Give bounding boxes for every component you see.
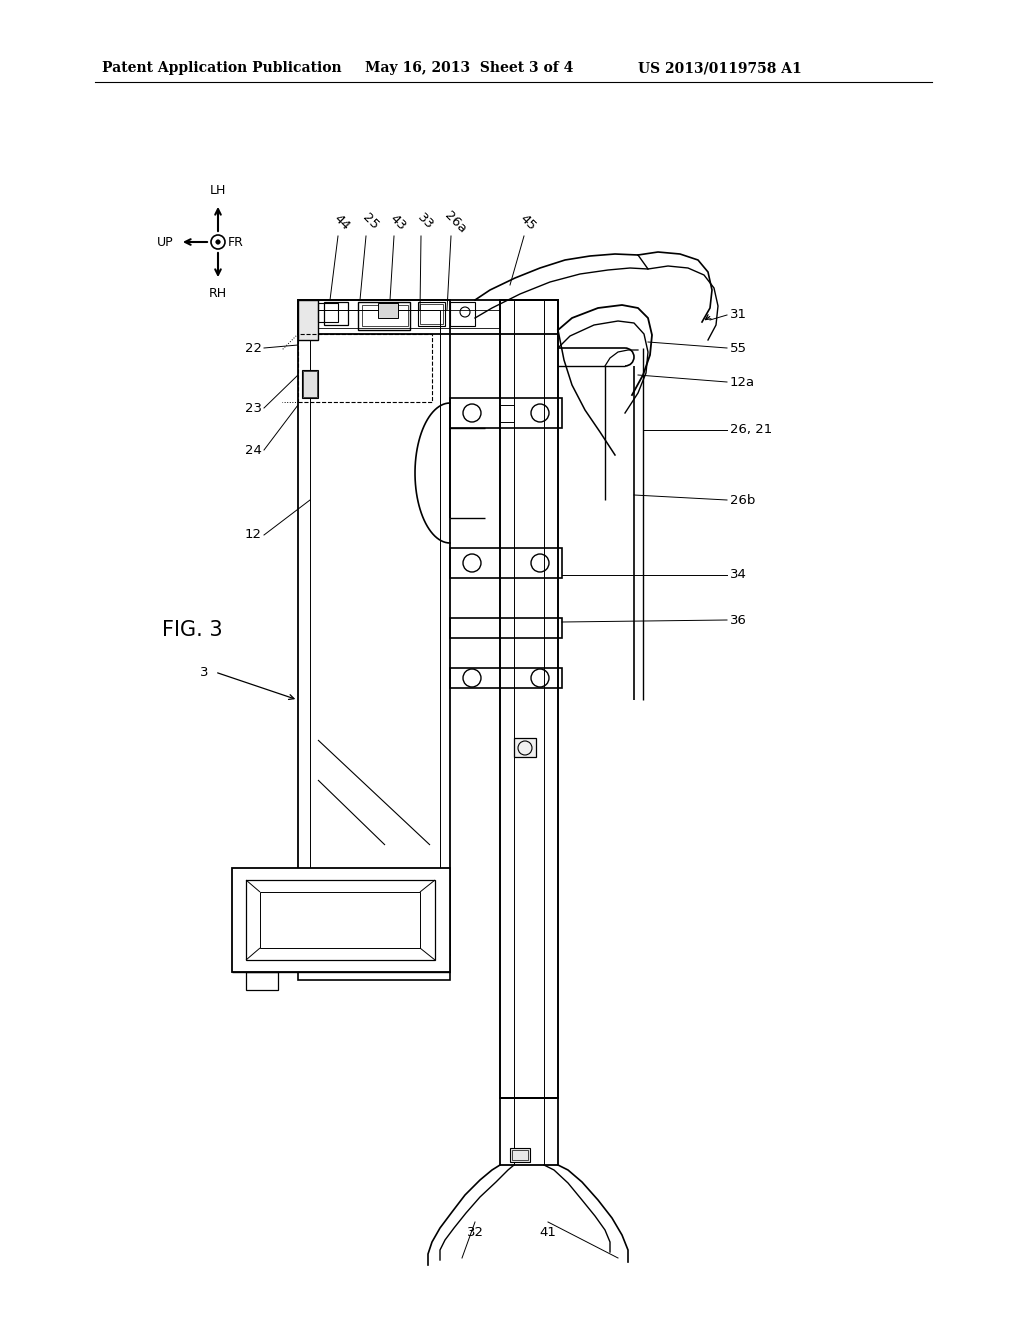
Text: 12: 12 bbox=[245, 528, 262, 541]
Text: 3: 3 bbox=[200, 665, 209, 678]
Bar bbox=[246, 972, 278, 990]
Text: 34: 34 bbox=[730, 569, 746, 582]
Bar bbox=[316, 310, 500, 327]
Text: 25: 25 bbox=[359, 211, 381, 232]
Text: 55: 55 bbox=[730, 342, 746, 355]
Text: FR: FR bbox=[228, 235, 244, 248]
Bar bbox=[510, 1148, 530, 1162]
Text: May 16, 2013  Sheet 3 of 4: May 16, 2013 Sheet 3 of 4 bbox=[365, 61, 573, 75]
Text: 23: 23 bbox=[245, 401, 262, 414]
Text: 26, 21: 26, 21 bbox=[730, 424, 772, 437]
Bar bbox=[450, 618, 562, 638]
Bar bbox=[450, 302, 475, 326]
Text: 44: 44 bbox=[332, 211, 352, 232]
Text: 24: 24 bbox=[245, 444, 262, 457]
Text: 12a: 12a bbox=[730, 375, 755, 388]
Bar bbox=[298, 300, 450, 954]
Text: UP: UP bbox=[158, 235, 174, 248]
Bar bbox=[450, 399, 562, 428]
Bar bbox=[362, 305, 408, 326]
Text: US 2013/0119758 A1: US 2013/0119758 A1 bbox=[638, 61, 802, 75]
Text: 36: 36 bbox=[730, 614, 746, 627]
Bar bbox=[246, 880, 435, 960]
Bar bbox=[378, 304, 398, 318]
Bar bbox=[450, 548, 562, 578]
Text: 43: 43 bbox=[387, 211, 409, 232]
Circle shape bbox=[216, 240, 220, 244]
Bar bbox=[418, 302, 445, 326]
Bar bbox=[324, 302, 348, 325]
Text: 26a: 26a bbox=[441, 209, 468, 235]
Bar bbox=[318, 304, 338, 322]
Bar bbox=[450, 668, 562, 688]
Bar bbox=[512, 1150, 528, 1160]
Bar bbox=[232, 869, 450, 972]
Bar bbox=[500, 405, 514, 422]
Text: 33: 33 bbox=[415, 211, 435, 232]
Text: RH: RH bbox=[209, 286, 227, 300]
Bar bbox=[358, 302, 410, 330]
Text: 31: 31 bbox=[730, 309, 746, 322]
Text: 41: 41 bbox=[540, 1225, 556, 1238]
Text: Patent Application Publication: Patent Application Publication bbox=[102, 61, 342, 75]
Text: FIG. 3: FIG. 3 bbox=[162, 620, 222, 640]
Bar bbox=[303, 371, 317, 397]
Bar bbox=[260, 892, 420, 948]
Text: 45: 45 bbox=[517, 211, 539, 232]
Bar bbox=[298, 300, 318, 341]
Text: 32: 32 bbox=[467, 1225, 483, 1238]
Bar bbox=[298, 334, 432, 403]
Text: 22: 22 bbox=[245, 342, 262, 355]
Bar bbox=[298, 954, 450, 979]
Bar bbox=[298, 300, 558, 334]
Bar bbox=[500, 300, 558, 1098]
Bar bbox=[302, 370, 318, 399]
Text: LH: LH bbox=[210, 183, 226, 197]
Bar bbox=[500, 1098, 558, 1166]
Text: 26b: 26b bbox=[730, 494, 756, 507]
Bar bbox=[514, 738, 536, 756]
Bar bbox=[420, 304, 443, 323]
